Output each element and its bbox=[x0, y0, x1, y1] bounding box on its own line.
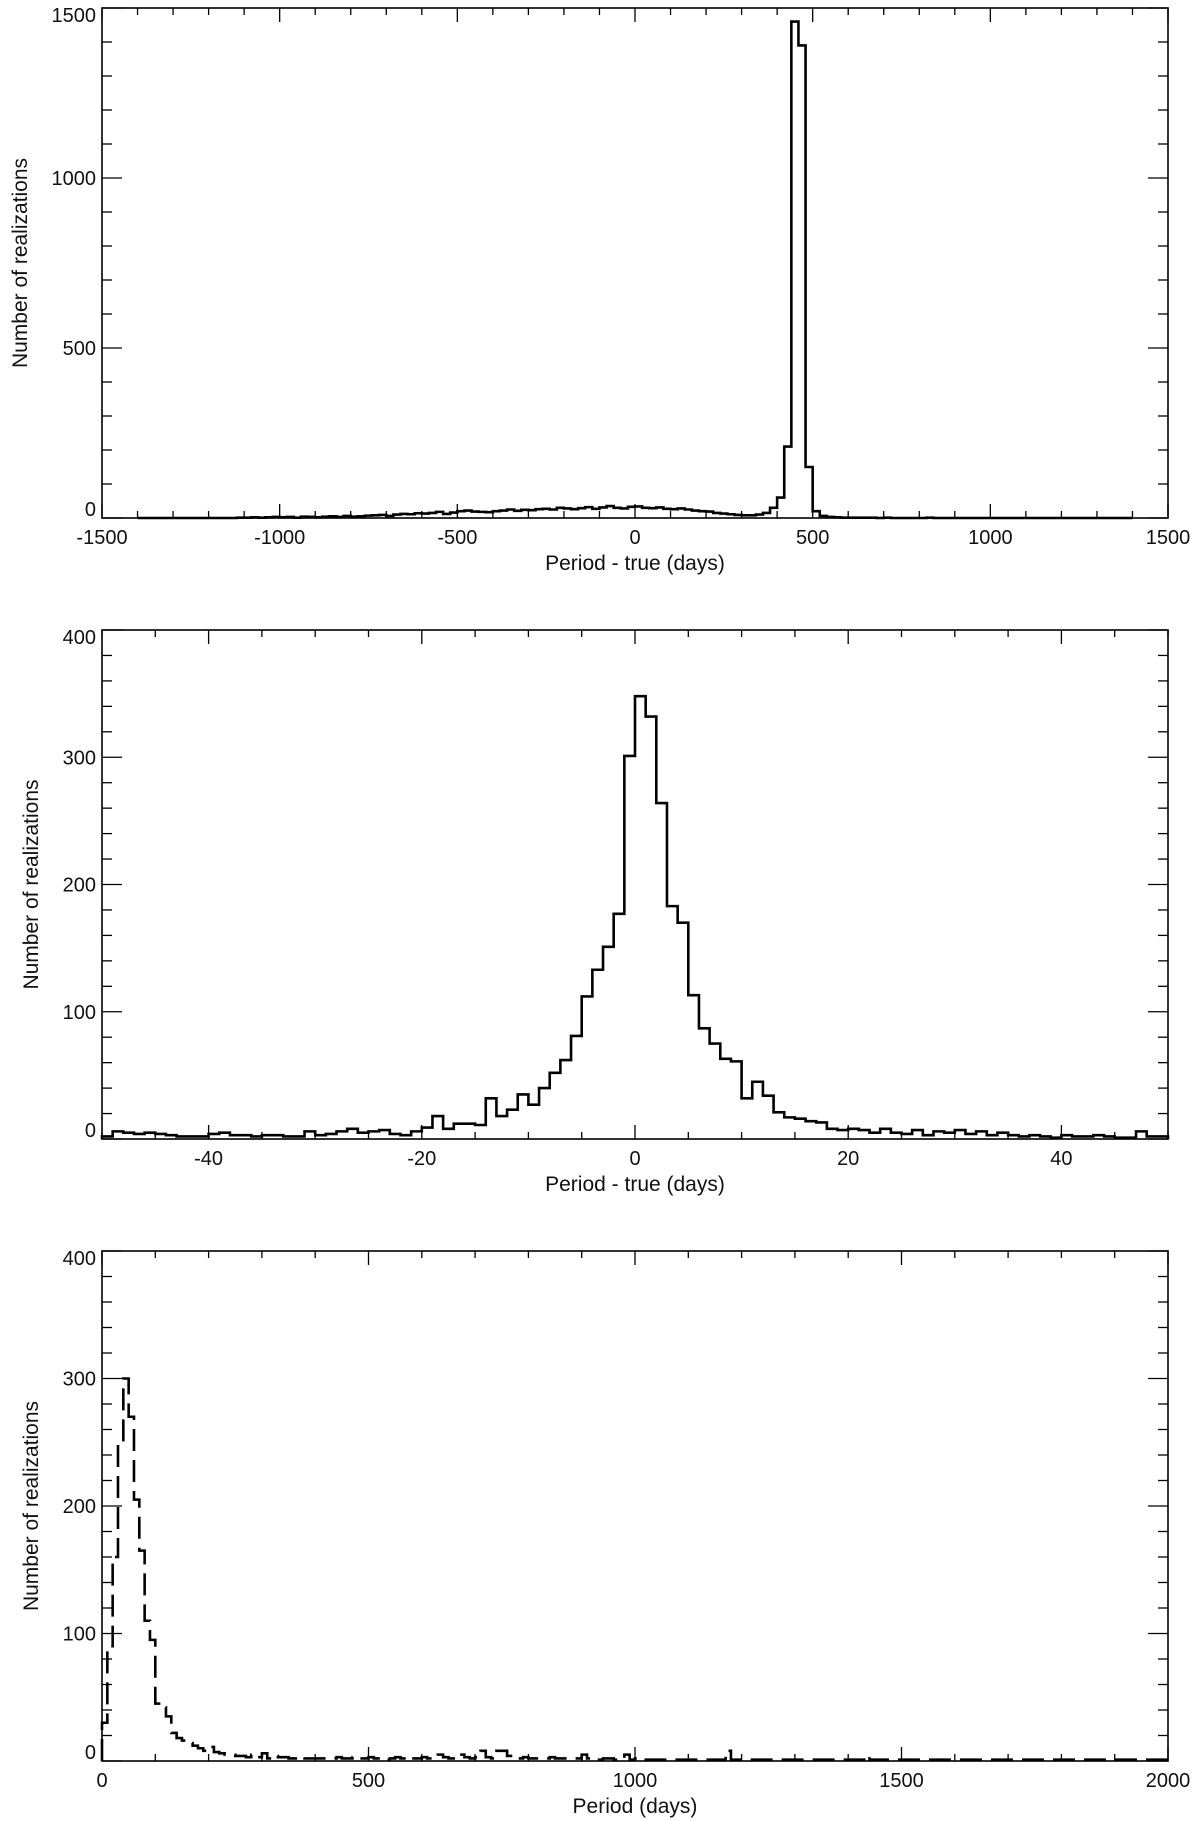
y-axis-label: Number of realizations bbox=[9, 158, 32, 368]
histogram-panel-middle: -40 -20 0 20 40 0 100 200 300 400 Period - true … bbox=[20, 627, 1170, 1196]
y-tick-label: 1000 bbox=[52, 168, 97, 190]
y-tick-label: 0 bbox=[85, 499, 96, 521]
x-tick-label: 500 bbox=[352, 1770, 385, 1792]
histogram-step-line bbox=[137, 20, 1133, 520]
plot-frame bbox=[101, 1250, 1169, 1762]
x-tick-label: -1000 bbox=[254, 527, 305, 549]
x-tick-label: 1500 bbox=[879, 1770, 924, 1792]
axis-ticks bbox=[101, 629, 1169, 1140]
x-tick-label: 0 bbox=[629, 527, 640, 549]
y-tick-label: 0 bbox=[85, 1120, 96, 1142]
x-tick-labels: -1500 -1000 -500 0 500 1000 1500 bbox=[76, 527, 1190, 549]
x-tick-label: -20 bbox=[407, 1148, 436, 1170]
x-tick-label: -500 bbox=[437, 527, 477, 549]
x-tick-label: 2000 bbox=[1146, 1770, 1191, 1792]
x-tick-labels: -40 -20 0 20 40 bbox=[194, 1148, 1072, 1170]
y-tick-label: 300 bbox=[63, 747, 96, 769]
histogram-panel-bottom: 0 500 1000 1500 2000 0 100 200 300 400 Period (d… bbox=[20, 1248, 1190, 1818]
axis-ticks bbox=[101, 1250, 1169, 1762]
x-tick-label: 20 bbox=[837, 1148, 859, 1170]
y-tick-label: 200 bbox=[63, 1496, 96, 1518]
x-tick-label: 500 bbox=[796, 527, 829, 549]
x-tick-label: 40 bbox=[1050, 1148, 1072, 1170]
x-tick-label: 1500 bbox=[1146, 527, 1191, 549]
y-tick-label: 100 bbox=[63, 1002, 96, 1024]
y-tick-labels: 0 500 1000 1500 bbox=[52, 5, 97, 521]
axis-ticks bbox=[101, 7, 1169, 519]
histogram-panel-top: -1500 -1000 -500 0 500 1000 1500 050010001500 … bbox=[9, 5, 1190, 575]
x-tick-label: 0 bbox=[629, 1148, 640, 1170]
x-tick-label: -1500 bbox=[76, 527, 127, 549]
y-tick-label: 200 bbox=[63, 875, 96, 897]
y-axis-label: Number of realizations bbox=[20, 779, 43, 989]
y-axis-label: Number of realizations bbox=[20, 1401, 43, 1611]
histogram-step-line bbox=[100, 694, 1170, 1140]
y-tick-label: 100 bbox=[63, 1624, 96, 1646]
y-tick-label: 400 bbox=[63, 1248, 96, 1270]
y-tick-labels: 0 100 200 300 400 bbox=[63, 627, 96, 1142]
y-tick-label: 1500 bbox=[52, 5, 97, 27]
y-tick-label: 500 bbox=[63, 338, 96, 360]
x-tick-labels: 0 500 1000 1500 2000 bbox=[96, 1770, 1190, 1792]
y-tick-labels: 0 100 200 300 400 bbox=[63, 1248, 96, 1764]
x-axis-label: Period - true (days) bbox=[545, 552, 725, 575]
x-tick-label: -40 bbox=[194, 1148, 223, 1170]
histogram-step-line bbox=[100, 1377, 1170, 1762]
x-tick-label: 1000 bbox=[968, 527, 1013, 549]
y-tick-label: 300 bbox=[63, 1369, 96, 1391]
plot-frame bbox=[101, 7, 1169, 519]
y-tick-label: 400 bbox=[63, 627, 96, 649]
x-tick-label: 1000 bbox=[613, 1770, 658, 1792]
x-axis-label: Period (days) bbox=[573, 1795, 698, 1818]
x-axis-label: Period - true (days) bbox=[545, 1173, 725, 1196]
y-tick-label: 0 bbox=[85, 1742, 96, 1764]
x-tick-label: 0 bbox=[96, 1770, 107, 1792]
